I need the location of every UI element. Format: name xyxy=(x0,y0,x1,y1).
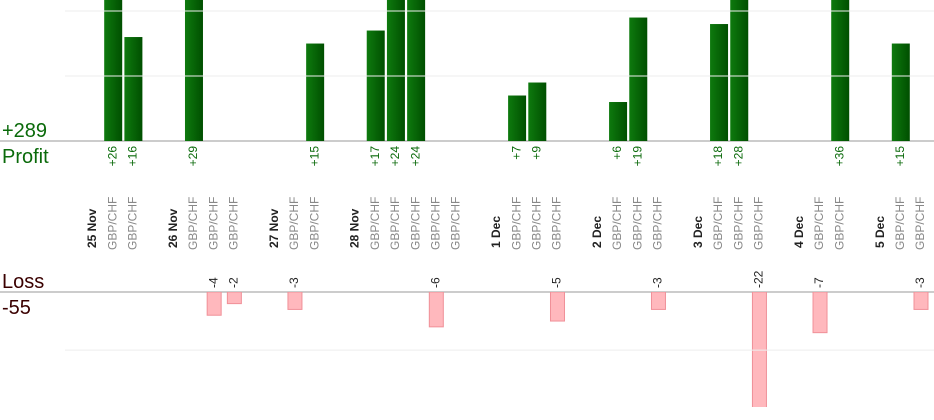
loss-label: -6 xyxy=(428,277,442,288)
profit-label: +29 xyxy=(186,146,200,167)
profit-label: +19 xyxy=(630,146,644,167)
loss-label: -5 xyxy=(550,277,564,288)
loss-label: -22 xyxy=(752,270,766,288)
pair-label: GBP/CHF xyxy=(893,197,907,250)
loss-bar xyxy=(913,292,929,310)
profit-bar xyxy=(104,0,123,141)
profit-label: +26 xyxy=(105,146,119,167)
profit-bar xyxy=(528,82,547,141)
pair-label: GBP/CHF xyxy=(227,197,241,250)
profit-label: +15 xyxy=(893,146,907,167)
loss-bar xyxy=(812,292,828,334)
pair-label: GBP/CHF xyxy=(509,197,523,250)
pair-label: GBP/CHF xyxy=(307,197,321,250)
profit-bar xyxy=(609,102,628,141)
profit-label: +15 xyxy=(307,146,321,167)
day-label: 25 Nov xyxy=(85,208,99,248)
loss-bar xyxy=(206,292,222,316)
profit-bar xyxy=(891,43,910,141)
profit-bar xyxy=(306,43,325,141)
loss-label: -4 xyxy=(206,277,220,288)
pair-label: GBP/CHF xyxy=(832,197,846,250)
profit-bar xyxy=(508,95,527,141)
profit-label: +18 xyxy=(711,146,725,167)
loss-label: -7 xyxy=(812,277,826,288)
profit-bar xyxy=(366,30,385,141)
pair-label: GBP/CHF xyxy=(529,197,543,250)
pair-label: GBP/CHF xyxy=(550,197,564,250)
pair-label: GBP/CHF xyxy=(449,197,463,250)
pair-label: GBP/CHF xyxy=(388,197,402,250)
profit-bar xyxy=(629,17,648,141)
pair-label: GBP/CHF xyxy=(428,197,442,250)
pair-label: GBP/CHF xyxy=(711,197,725,250)
profit-label: +6 xyxy=(610,146,624,160)
pair-label: GBP/CHF xyxy=(651,197,665,250)
pair-label: GBP/CHF xyxy=(752,197,766,250)
day-label: 2 Dec xyxy=(590,216,604,248)
day-label: 27 Nov xyxy=(267,208,281,248)
loss-bar xyxy=(226,292,242,305)
pair-label: GBP/CHF xyxy=(731,197,745,250)
loss-bar xyxy=(549,292,565,322)
loss-label: -3 xyxy=(651,277,665,288)
pair-label: GBP/CHF xyxy=(206,197,220,250)
pair-label: GBP/CHF xyxy=(630,197,644,250)
profit-label: +9 xyxy=(529,146,543,160)
loss-bar xyxy=(650,292,666,310)
day-label: 4 Dec xyxy=(792,216,806,248)
day-label: 1 Dec xyxy=(489,216,503,248)
profit-label: +16 xyxy=(126,146,140,167)
day-label: 5 Dec xyxy=(873,216,887,248)
day-label: 26 Nov xyxy=(166,208,180,248)
profit-title: Profit xyxy=(2,146,49,168)
profit-bar xyxy=(710,24,729,141)
pair-label: GBP/CHF xyxy=(913,197,927,250)
loss-bar xyxy=(428,292,444,328)
profit-label: +36 xyxy=(832,146,846,167)
loss-label: -3 xyxy=(913,277,927,288)
pair-label: GBP/CHF xyxy=(610,197,624,250)
profit-label: +24 xyxy=(408,146,422,167)
loss-bar xyxy=(751,292,767,407)
pair-label: GBP/CHF xyxy=(408,197,422,250)
day-label: 28 Nov xyxy=(348,208,362,248)
loss-title: Loss xyxy=(2,271,44,293)
profit-bar xyxy=(184,0,203,141)
pair-label: GBP/CHF xyxy=(105,197,119,250)
total-profit: +289 xyxy=(2,120,47,142)
profit-bar xyxy=(831,0,850,141)
profit-label: +7 xyxy=(509,146,523,160)
profit-label: +24 xyxy=(388,146,402,167)
loss-bar xyxy=(287,292,303,310)
pair-label: GBP/CHF xyxy=(812,197,826,250)
pair-label: GBP/CHF xyxy=(287,197,301,250)
loss-label: -2 xyxy=(227,277,241,288)
profit-label: +17 xyxy=(368,146,382,167)
profit-label: +28 xyxy=(731,146,745,167)
pair-label: GBP/CHF xyxy=(186,197,200,250)
profit-bar xyxy=(407,0,426,141)
pair-label: GBP/CHF xyxy=(368,197,382,250)
total-loss: -55 xyxy=(2,297,31,319)
day-label: 3 Dec xyxy=(691,216,705,248)
loss-label: -3 xyxy=(287,277,301,288)
profit-bar xyxy=(124,37,143,141)
profit-bar xyxy=(386,0,405,141)
pair-label: GBP/CHF xyxy=(126,197,140,250)
profit-bar xyxy=(730,0,749,141)
